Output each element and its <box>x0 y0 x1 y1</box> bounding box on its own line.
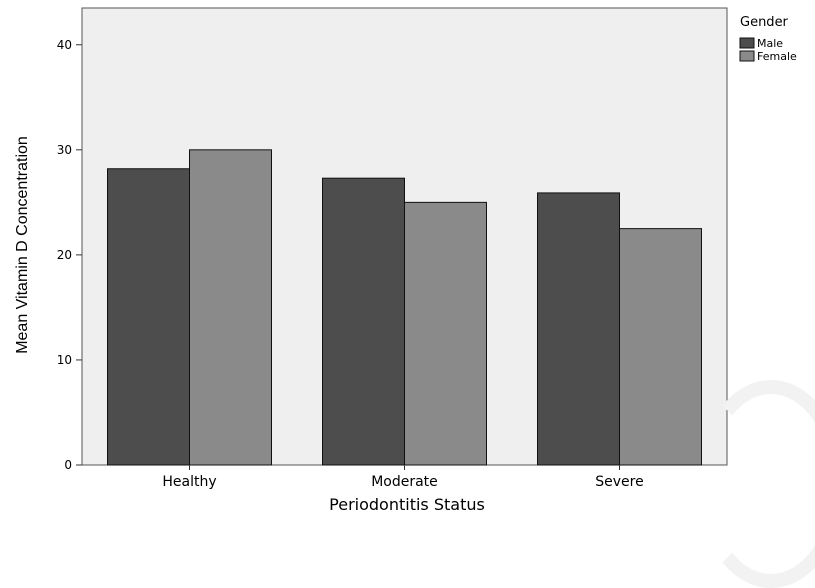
bar-male-severe <box>537 192 620 466</box>
bar-female-healthy <box>189 149 272 466</box>
y-tick-label: 0 <box>64 458 72 472</box>
y-tick-label: 30 <box>57 143 72 157</box>
bar-female-severe <box>619 228 702 466</box>
x-tick-label: Severe <box>595 474 643 490</box>
y-tick-label: 10 <box>57 353 72 367</box>
bar-female-moderate <box>404 201 487 466</box>
legend-label: Male <box>757 37 783 50</box>
bars-group <box>107 149 702 466</box>
bar-male-healthy <box>107 168 190 466</box>
bar-chart-svg: 0 10 20 30 40 Healthy Moderate Severe Periodon… <box>14 7 797 514</box>
x-tick-label: Healthy <box>162 474 216 490</box>
y-axis: 0 10 20 30 40 <box>57 38 82 472</box>
legend-swatch <box>739 37 755 49</box>
x-axis: Healthy Moderate Severe <box>162 465 644 490</box>
legend-label: Female <box>757 50 797 63</box>
y-axis-title: Mean Vitamin D Concentration <box>14 136 31 354</box>
y-tick-label: 40 <box>57 38 72 52</box>
legend-swatch <box>739 50 755 62</box>
chart: 0 10 20 30 40 Healthy Moderate Severe Periodon… <box>14 7 815 588</box>
bar-male-moderate <box>322 177 405 466</box>
legend-title: Gender <box>740 15 789 30</box>
x-axis-title: Periodontitis Status <box>329 495 485 514</box>
x-tick-label: Moderate <box>371 474 438 490</box>
y-tick-label: 20 <box>57 248 72 262</box>
